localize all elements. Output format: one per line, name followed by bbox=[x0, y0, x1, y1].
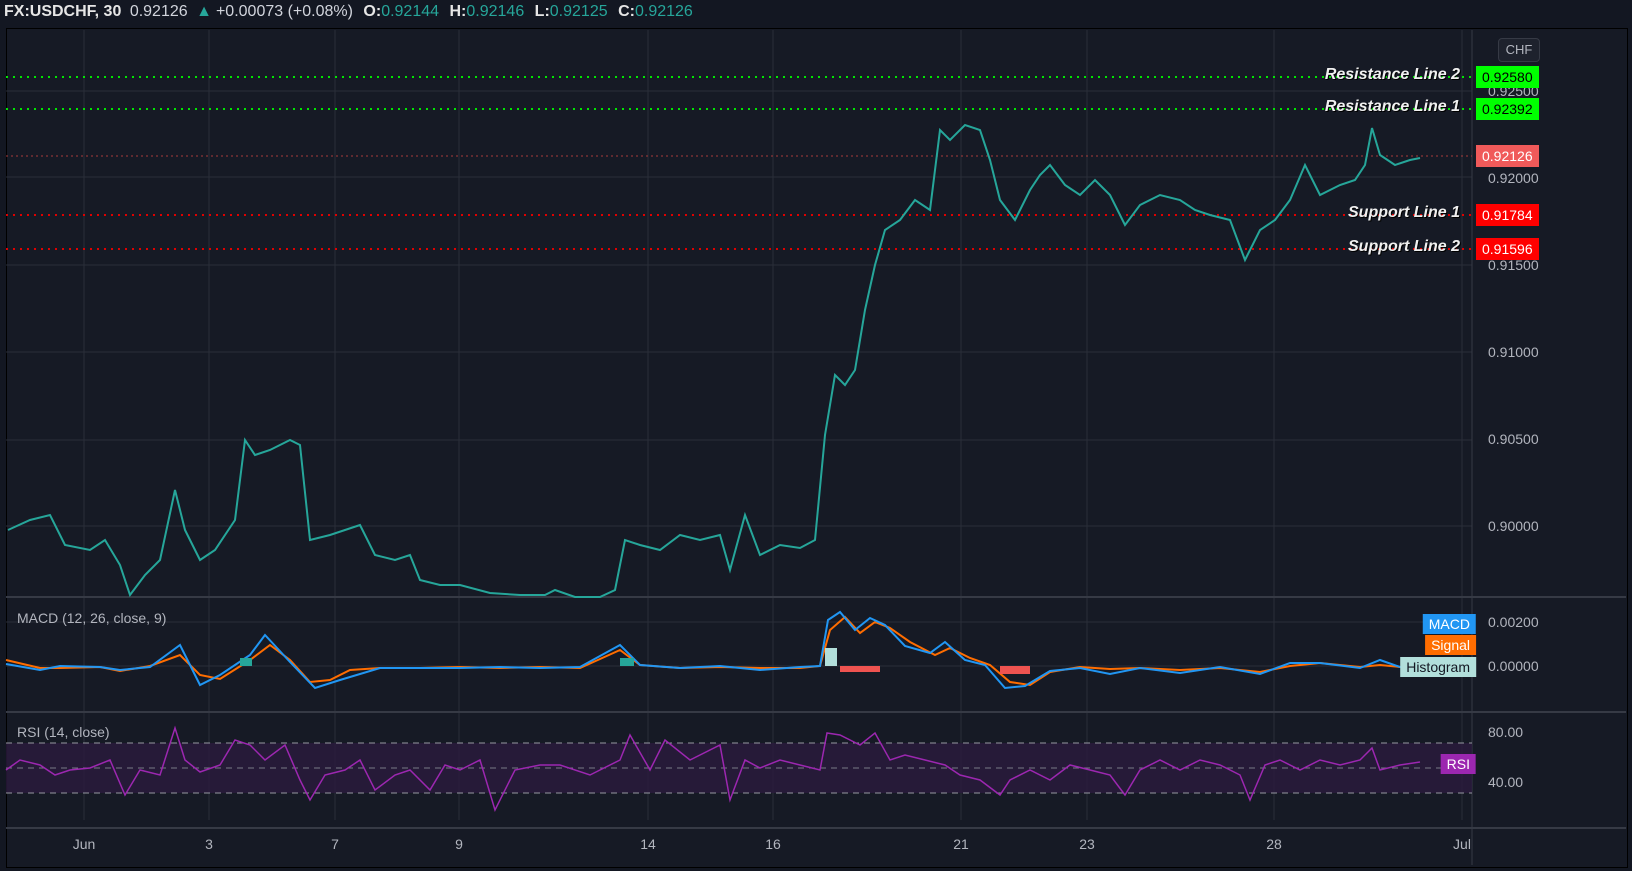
macd-histogram bbox=[240, 648, 1030, 674]
time-tick: 23 bbox=[1079, 836, 1095, 852]
horizontal-grid bbox=[6, 90, 1472, 667]
open-value: 0.92144 bbox=[381, 3, 440, 20]
svg-text:0.00200: 0.00200 bbox=[1488, 614, 1539, 630]
support-line-1-price: 0.91784 bbox=[1476, 204, 1539, 226]
close-label: C: bbox=[618, 3, 635, 20]
price-change: +0.00073 (+0.08%) bbox=[215, 3, 353, 20]
support-line-2-label: Support Line 2 bbox=[1348, 238, 1460, 255]
price-series bbox=[7, 123, 1421, 598]
chart-frame[interactable] bbox=[6, 28, 1628, 868]
time-tick: 9 bbox=[455, 836, 463, 852]
support-line-2-price: 0.91596 bbox=[1476, 238, 1539, 260]
svg-text:0.90500: 0.90500 bbox=[1488, 431, 1539, 447]
last-price: 0.92126 bbox=[129, 3, 188, 20]
resistance-line-1-label: Resistance Line 1 bbox=[1324, 98, 1460, 115]
low-value: 0.92125 bbox=[549, 3, 608, 20]
svg-text:0.92000: 0.92000 bbox=[1488, 170, 1539, 186]
current-price-badge: 0.92126 bbox=[1476, 145, 1539, 167]
low-label: L: bbox=[534, 3, 550, 20]
support-line-1-label: Support Line 1 bbox=[1348, 204, 1460, 221]
time-tick: 3 bbox=[205, 836, 213, 852]
symbol-name[interactable]: FX:USDCHF, 30 bbox=[4, 3, 122, 20]
time-tick: 16 bbox=[765, 836, 781, 852]
rsi-title[interactable]: RSI (14, close) bbox=[17, 724, 110, 740]
time-tick: 21 bbox=[953, 836, 969, 852]
signal-legend: Signal bbox=[1425, 635, 1476, 655]
currency-label[interactable]: CHF bbox=[1498, 38, 1540, 62]
close-value: 0.92126 bbox=[634, 3, 693, 20]
svg-text:0.91500: 0.91500 bbox=[1488, 257, 1539, 273]
macd-line bbox=[5, 610, 1421, 690]
svg-text:0.00000: 0.00000 bbox=[1488, 658, 1539, 674]
svg-text:0.90000: 0.90000 bbox=[1488, 518, 1539, 534]
macd-signal-line bbox=[5, 615, 1421, 687]
macd-title[interactable]: MACD (12, 26, close, 9) bbox=[17, 610, 167, 626]
macd-legend: MACD bbox=[1422, 614, 1476, 634]
rsi-legend: RSI bbox=[1440, 754, 1476, 774]
svg-text:0.91000: 0.91000 bbox=[1488, 344, 1539, 360]
resistance-line-2-price: 0.92580 bbox=[1476, 66, 1539, 88]
time-tick: 14 bbox=[640, 836, 656, 852]
vertical-grid bbox=[83, 30, 1463, 820]
time-tick: 28 bbox=[1266, 836, 1282, 852]
histogram-legend: Histogram bbox=[1400, 657, 1476, 677]
resistance-line-1-price: 0.92392 bbox=[1476, 98, 1539, 120]
time-tick: Jul bbox=[1453, 836, 1471, 852]
high-value: 0.92146 bbox=[466, 3, 525, 20]
high-label: H: bbox=[449, 3, 467, 20]
rsi-line bbox=[5, 725, 1421, 813]
time-tick: 7 bbox=[331, 836, 339, 852]
resistance-line-2-label: Resistance Line 2 bbox=[1324, 66, 1460, 83]
price-axis-labels: 0.92500 0.92000 0.91500 0.91000 0.90500 … bbox=[1488, 83, 1539, 790]
time-tick: Jun bbox=[72, 836, 96, 852]
open-label: O: bbox=[363, 3, 382, 20]
svg-text:80.00: 80.00 bbox=[1488, 724, 1523, 740]
symbol-header: FX:USDCHF, 30 0.92126 ▲ +0.00073 (+0.08%)… bbox=[0, 0, 1632, 26]
svg-text:40.00: 40.00 bbox=[1488, 774, 1523, 790]
up-triangle-icon: ▲ bbox=[196, 3, 212, 20]
